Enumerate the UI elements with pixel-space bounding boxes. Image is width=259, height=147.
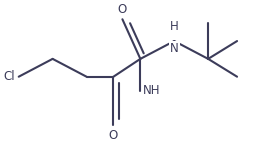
Text: NH: NH xyxy=(143,84,161,97)
Text: Cl: Cl xyxy=(3,70,15,83)
Text: O: O xyxy=(109,129,118,142)
Text: O: O xyxy=(118,3,127,16)
Text: H: H xyxy=(170,20,179,33)
Text: N: N xyxy=(170,42,179,55)
